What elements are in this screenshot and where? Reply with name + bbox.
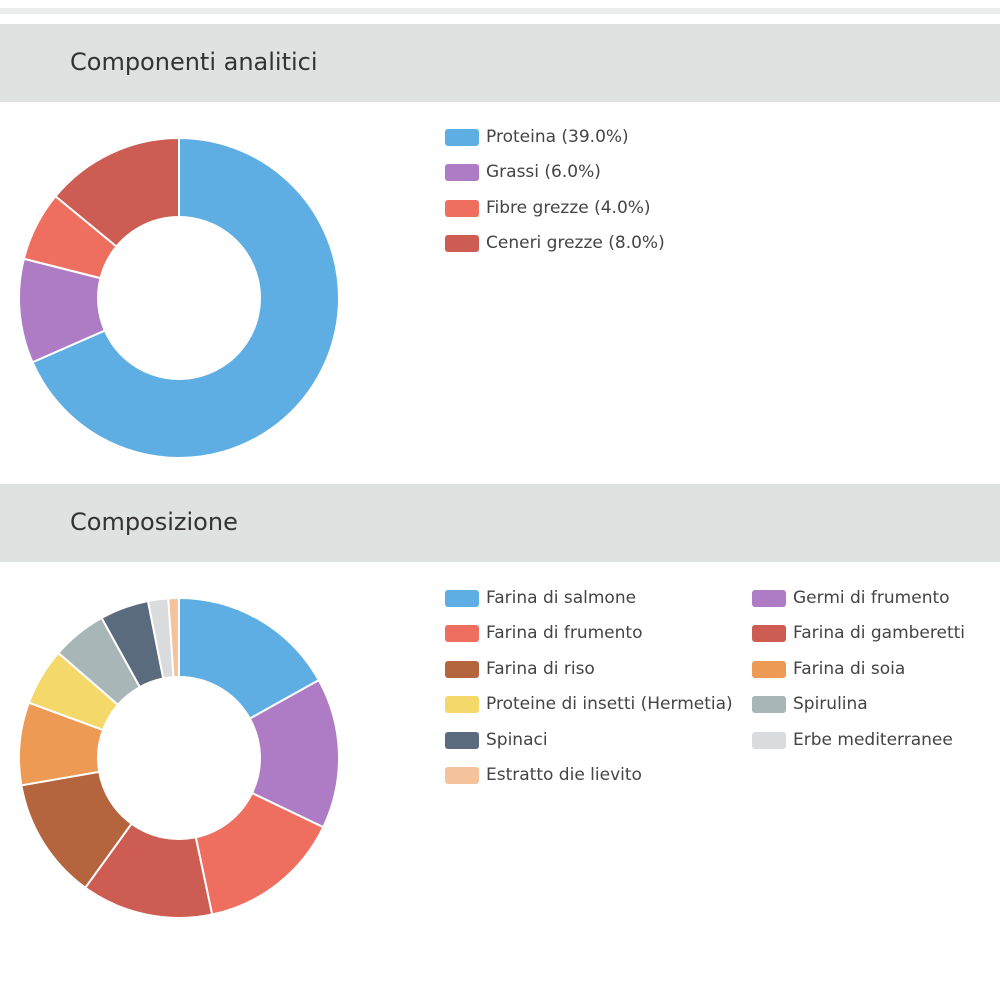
top-divider xyxy=(0,8,1000,14)
legend-swatch xyxy=(752,696,786,714)
legend-label: Ceneri grezze (8.0%) xyxy=(486,233,665,254)
legend-swatch xyxy=(445,199,479,217)
legend-swatch xyxy=(445,235,479,253)
donut-slice-estratto-die-lievito[interactable] xyxy=(167,596,180,679)
donut-chart-composition xyxy=(18,596,340,919)
legend-label: Spirulina xyxy=(793,694,868,715)
legend-label: Farina di riso xyxy=(486,658,595,679)
legend-label: Fibre grezze (4.0%) xyxy=(486,197,651,218)
legend-label: Proteine di insetti (Hermetia) xyxy=(486,694,733,715)
section-header-composition: Composizione xyxy=(0,484,1000,562)
section-title-composition: Composizione xyxy=(70,508,238,536)
donut-slice-farina-di-salmone[interactable] xyxy=(178,596,321,720)
legend-label: Proteina (39.0%) xyxy=(486,127,629,147)
legend-label: Farina di gamberetti xyxy=(793,623,966,644)
legend-swatch xyxy=(445,164,479,182)
legend-swatch xyxy=(752,625,786,643)
section-title-analytical: Componenti analitici xyxy=(70,48,318,76)
legend-swatch xyxy=(445,625,479,643)
donut-slice-ceneri-grezze[interactable] xyxy=(54,136,180,248)
legend-label: Estratto die lievito xyxy=(486,765,642,785)
legend-label: Grassi (6.0%) xyxy=(486,162,601,183)
legend-swatch xyxy=(445,731,479,749)
legend-swatch xyxy=(752,731,786,749)
donut-slice-proteina[interactable] xyxy=(31,136,340,459)
legend-label: Farina di soia xyxy=(793,658,906,679)
legend-swatch xyxy=(752,660,786,678)
legend-swatch xyxy=(445,660,479,678)
legend-label: Spinaci xyxy=(486,729,548,750)
legend-swatch xyxy=(445,767,479,784)
legend-swatch xyxy=(445,696,479,714)
legend-label: Erbe mediterranee xyxy=(793,729,953,750)
section-header-analytical: Componenti analitici xyxy=(0,24,1000,102)
legend-swatch xyxy=(445,590,479,607)
legend-swatch xyxy=(752,590,786,607)
legend-label: Germi di frumento xyxy=(793,588,950,608)
legend-label: Farina di frumento xyxy=(486,623,643,644)
legend-swatch xyxy=(445,129,479,146)
donut-chart-analytical xyxy=(18,136,340,459)
legend-label: Farina di salmone xyxy=(486,588,637,608)
